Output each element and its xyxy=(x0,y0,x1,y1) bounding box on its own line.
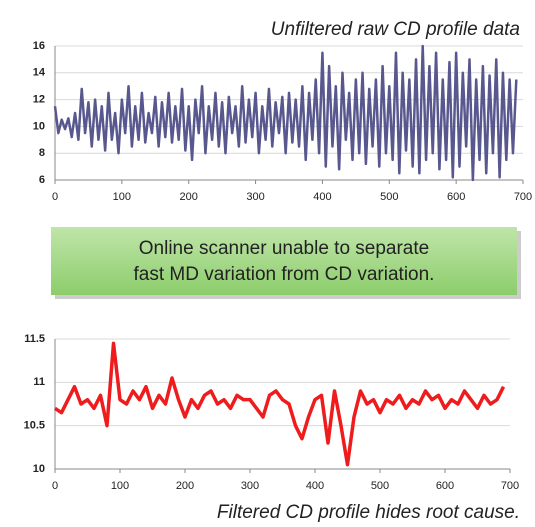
x-tick-label: 700 xyxy=(501,480,519,492)
x-tick-label: 300 xyxy=(246,191,264,203)
callout-line: Online scanner unable to separate xyxy=(139,238,429,259)
x-tick-label: 600 xyxy=(447,191,465,203)
x-tick-label: 300 xyxy=(241,480,259,492)
y-tick-label: 12 xyxy=(33,94,45,106)
callout-box xyxy=(51,227,517,295)
x-tick-label: 0 xyxy=(52,480,58,492)
y-tick-label: 16 xyxy=(33,40,45,52)
y-tick-label: 11 xyxy=(33,376,45,388)
y-tick-label: 11.5 xyxy=(24,333,45,345)
x-tick-label: 100 xyxy=(113,191,131,203)
y-tick-label: 10.5 xyxy=(24,420,45,432)
y-tick-label: 8 xyxy=(39,147,45,159)
x-tick-label: 400 xyxy=(306,480,324,492)
x-tick-label: 0 xyxy=(52,191,58,203)
x-tick-label: 200 xyxy=(180,191,198,203)
x-tick-label: 100 xyxy=(111,480,129,492)
chart-title: Filtered CD profile hides root cause. xyxy=(217,502,520,523)
y-tick-label: 10 xyxy=(33,463,45,475)
chart-title: Unfiltered raw CD profile data xyxy=(271,19,520,40)
data-line xyxy=(53,44,518,182)
x-tick-label: 600 xyxy=(436,480,454,492)
x-tick-label: 500 xyxy=(371,480,389,492)
data-line xyxy=(54,341,506,467)
callout-line: fast MD variation from CD variation. xyxy=(134,264,435,285)
x-tick-label: 700 xyxy=(514,191,532,203)
x-tick-label: 400 xyxy=(313,191,331,203)
y-tick-label: 14 xyxy=(33,67,46,79)
x-tick-label: 500 xyxy=(380,191,398,203)
y-tick-label: 6 xyxy=(39,174,45,186)
y-tick-label: 10 xyxy=(33,120,45,132)
x-tick-label: 200 xyxy=(176,480,194,492)
